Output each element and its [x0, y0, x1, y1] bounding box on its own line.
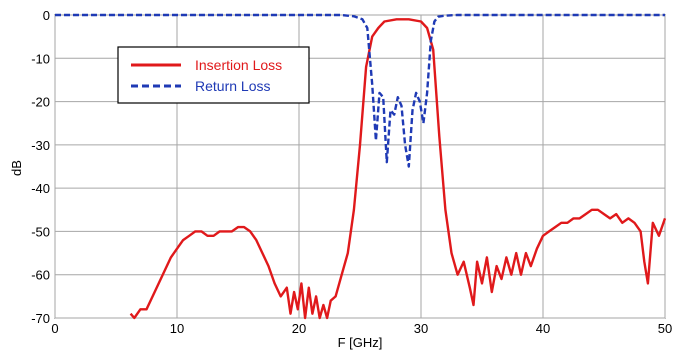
series-return-loss-line — [55, 13, 665, 168]
y-tick-labels: 0 -10 -20 -30 -40 -50 -60 -70 — [31, 8, 50, 326]
x-tick-label: 30 — [414, 321, 428, 336]
y-tick-label: -70 — [31, 311, 50, 326]
series-layer — [55, 13, 667, 320]
y-axis-label: dB — [9, 160, 24, 176]
y-tick-label: -50 — [31, 224, 50, 239]
x-axis-label: F [GHz] — [338, 335, 383, 350]
x-tick-label: 20 — [292, 321, 306, 336]
y-tick-label: -40 — [31, 181, 50, 196]
y-tick-label: -30 — [31, 138, 50, 153]
legend-return-loss-label: Return Loss — [195, 78, 270, 94]
y-tick-label: -20 — [31, 95, 50, 110]
x-tick-label: 0 — [51, 321, 58, 336]
y-tick-label: 0 — [43, 8, 50, 23]
y-tick-label: -10 — [31, 51, 50, 66]
legend: Insertion Loss Return Loss — [117, 46, 310, 104]
x-tick-label: 10 — [170, 321, 184, 336]
y-tick-label: -60 — [31, 268, 50, 283]
legend-insertion-loss-label: Insertion Loss — [195, 57, 282, 73]
x-tick-label: 40 — [536, 321, 550, 336]
series-insertion-loss-line — [129, 18, 667, 320]
x-tick-labels: 0 10 20 30 40 50 — [51, 321, 672, 336]
legend-box — [117, 46, 310, 104]
x-tick-label: 50 — [658, 321, 672, 336]
